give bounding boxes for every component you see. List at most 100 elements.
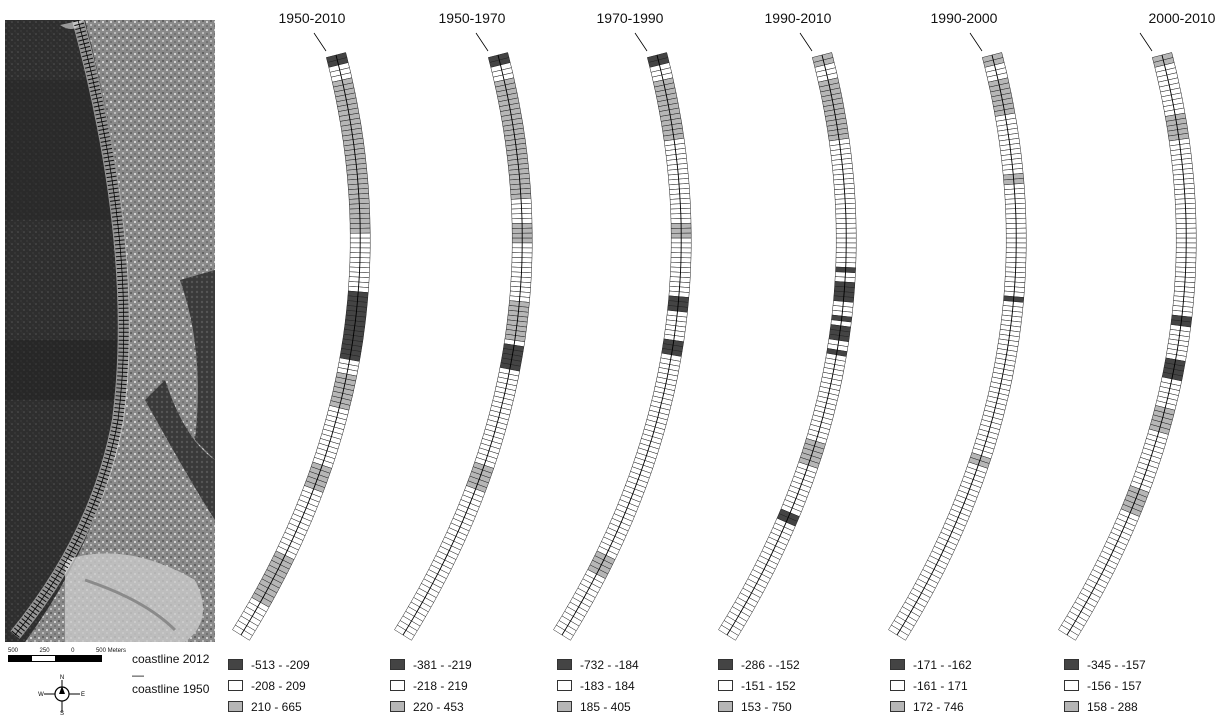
transect-cell — [828, 137, 850, 147]
transect-cell — [425, 569, 447, 584]
transect-cell — [496, 87, 518, 98]
transect-cell — [667, 173, 689, 181]
transect-cell — [488, 409, 511, 421]
transect-cell — [494, 386, 516, 396]
transect-cell — [492, 72, 515, 83]
transect-cell — [1000, 147, 1022, 156]
transect-cell — [669, 271, 691, 278]
transect-cell — [968, 456, 990, 469]
transect-panel — [1058, 32, 1197, 641]
transect-cell — [835, 212, 857, 220]
transect-cell — [912, 583, 934, 599]
transect-cell — [981, 414, 1003, 426]
transect-cell — [662, 127, 684, 137]
transect-cell — [954, 494, 976, 508]
transect-cell — [825, 352, 847, 362]
transect-cell — [298, 494, 320, 508]
transect-cell — [490, 62, 512, 73]
transect-cell — [907, 592, 929, 608]
transect-cell — [444, 531, 466, 546]
transect-cell — [1004, 193, 1026, 200]
transect-cell — [651, 72, 674, 83]
transect-cell — [511, 217, 533, 224]
coastline-2012-label: coastline 2012 — [132, 652, 210, 666]
transect-cell — [394, 624, 415, 641]
transect-cell — [607, 522, 629, 537]
transect-cell — [596, 545, 618, 560]
transect-cell — [1001, 163, 1023, 171]
transect-cell — [1139, 452, 1162, 464]
transect-cell — [1005, 207, 1026, 215]
transect-cell — [829, 142, 851, 152]
transect-cell — [1167, 343, 1189, 352]
transect-cell — [658, 362, 680, 372]
transect-cell — [333, 82, 355, 93]
transect-cell — [511, 242, 533, 249]
transect-cell — [296, 499, 318, 513]
transect-cell — [649, 62, 671, 73]
transect-cell — [780, 503, 802, 517]
transect-cell — [654, 381, 676, 391]
transect-cell — [827, 127, 849, 137]
transect-cell — [786, 489, 808, 503]
transect-cell — [770, 527, 792, 541]
transect-cell — [835, 257, 857, 264]
transect-cell — [1005, 266, 1026, 274]
transect-cell — [1164, 107, 1186, 117]
transect-cell — [1158, 386, 1180, 396]
transect-cell — [349, 261, 371, 269]
transect-cell — [819, 381, 841, 391]
transect-cell — [1001, 314, 1023, 323]
transect-cell — [824, 107, 846, 117]
transect-cell — [789, 480, 812, 493]
transect-cell — [959, 480, 982, 493]
transect-cell — [437, 545, 459, 560]
transect-cell — [653, 77, 675, 88]
transect-cell — [450, 517, 472, 532]
transect-cell — [1163, 102, 1185, 112]
transect-cell — [338, 107, 360, 117]
transect-cell — [999, 142, 1021, 152]
transect-cell — [664, 324, 686, 333]
legend-swatch-grey — [557, 701, 572, 712]
transect-cell — [668, 178, 690, 186]
transect-cell — [555, 620, 577, 636]
transect-cell — [510, 197, 532, 205]
transect-cell — [307, 471, 329, 484]
transect-cell — [553, 624, 574, 641]
transect-cell — [1144, 438, 1166, 450]
transect-cell — [338, 112, 361, 122]
legend-label: -183 - 184 — [580, 678, 635, 693]
transect-cell — [931, 545, 953, 560]
legend-swatch-white — [557, 680, 572, 691]
transect-cell — [328, 62, 350, 73]
transect-cell — [506, 147, 528, 156]
transect-cell — [347, 178, 369, 186]
transect-cell — [349, 266, 370, 274]
transect-cell — [346, 305, 368, 313]
transect-cell — [589, 559, 611, 575]
transect-cell — [985, 67, 1008, 78]
transect-cell — [1151, 414, 1173, 426]
transect-cell — [659, 107, 681, 117]
transect-cell — [271, 555, 292, 570]
transect-cell — [966, 461, 989, 474]
transect-cell — [1175, 257, 1197, 264]
transect-cell — [835, 261, 857, 269]
transect-cell — [988, 77, 1010, 88]
scale-label: 250 — [39, 648, 50, 654]
transect-cell — [346, 168, 368, 176]
transect-cell — [992, 97, 1014, 107]
transect-cell — [667, 168, 689, 176]
transect-cell — [263, 569, 285, 584]
legend-swatch-dark — [557, 659, 572, 670]
coastline-1950-label: coastline 1950 — [132, 682, 210, 696]
scale-label: 0 — [71, 648, 75, 654]
transect-cell — [1108, 531, 1130, 546]
transect-cell — [277, 541, 299, 556]
transect-cell — [342, 132, 364, 142]
transect-cell — [498, 97, 520, 107]
transect-cell — [506, 152, 528, 161]
transect-cell — [827, 343, 849, 352]
transect-cell — [498, 367, 520, 377]
